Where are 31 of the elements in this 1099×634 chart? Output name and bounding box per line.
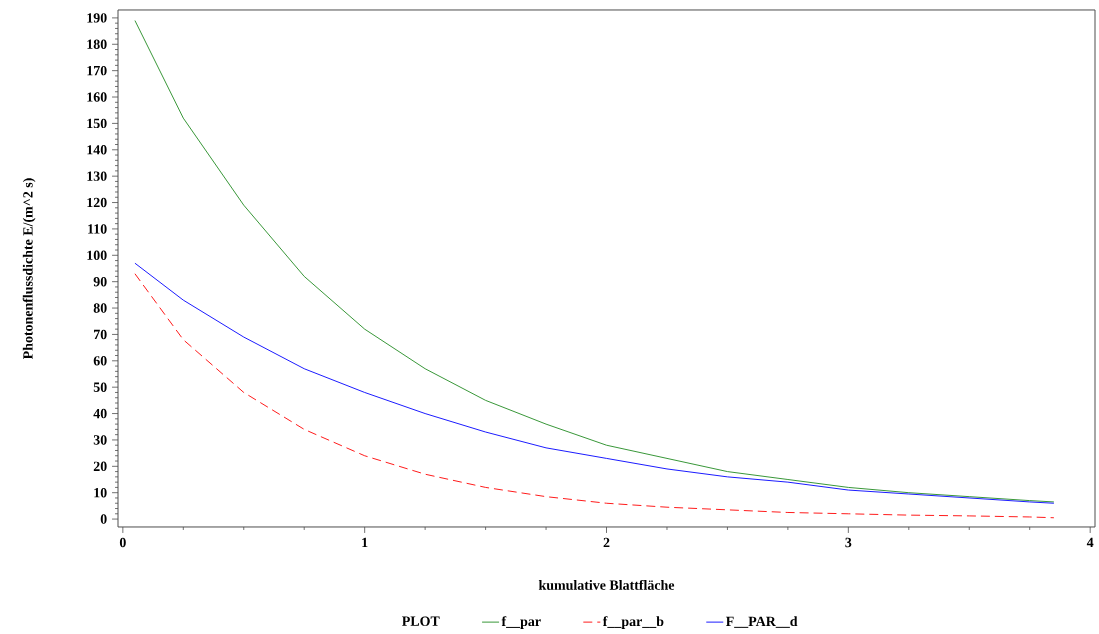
y-tick-label: 150 (87, 118, 107, 129)
y-tick-label: 170 (87, 65, 107, 76)
x-tick-label: 2 (603, 537, 610, 548)
y-tick-label: 60 (93, 356, 107, 366)
x-tick-label: 3 (845, 537, 852, 548)
y-tick-label: 110 (88, 224, 107, 234)
y-tick-label: 80 (93, 303, 107, 313)
x-tick-label: 4 (1086, 537, 1094, 547)
y-tick-label: 90 (93, 276, 107, 287)
y-tick-label: 70 (94, 329, 107, 340)
x-axis-title: kumulative Blattfläche (538, 579, 675, 590)
legend-label: F__PAR__d (725, 616, 798, 628)
y-tick-label: 50 (93, 382, 107, 392)
y-tick-label: 20 (93, 461, 107, 472)
legend-title: PLOT (402, 616, 440, 626)
y-tick-label: 130 (87, 171, 107, 181)
x-tick-label: 0 (119, 537, 126, 548)
y-tick-label: 10 (94, 487, 107, 498)
y-tick-label: 40 (93, 408, 107, 419)
y-tick-label: 0 (100, 514, 107, 524)
y-tick-label: 190 (87, 13, 107, 23)
legend-label: f__par__b (602, 616, 664, 629)
y-tick-label: 160 (87, 92, 107, 102)
x-tick-label: 1 (362, 537, 368, 548)
y-tick-label: 180 (87, 39, 107, 49)
y-tick-label: 120 (87, 197, 107, 208)
y-axis-title: Photonenflussdichte E/(m^2 s) (22, 178, 36, 360)
y-tick-label: 30 (93, 435, 107, 445)
legend-label: f__par (501, 616, 541, 629)
y-tick-label: 140 (87, 145, 107, 155)
y-tick-label: 100 (87, 250, 107, 261)
